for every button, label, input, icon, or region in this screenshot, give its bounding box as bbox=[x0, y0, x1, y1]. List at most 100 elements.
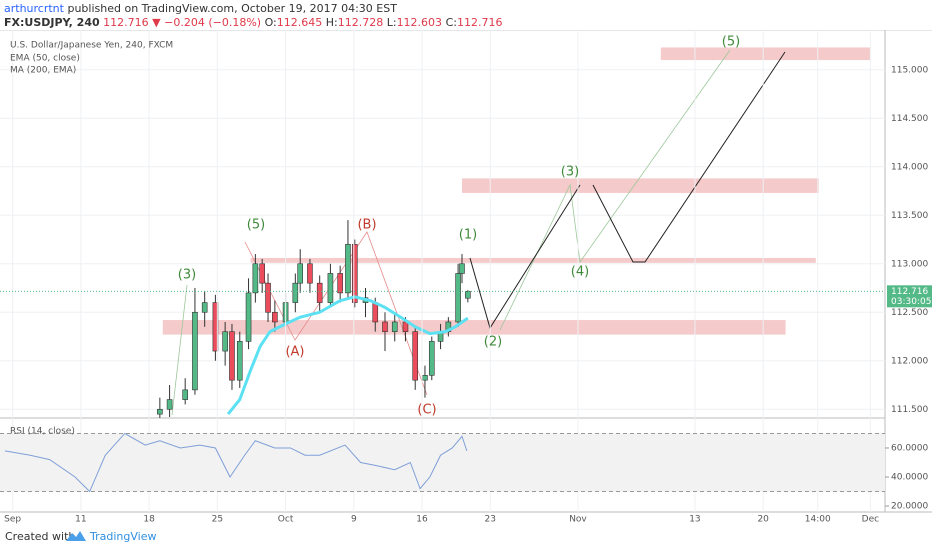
wave-label: (1) bbox=[459, 228, 477, 243]
y-tick-label: 112.500 bbox=[891, 308, 928, 318]
x-tick-label: 25 bbox=[212, 515, 223, 525]
ohlc: 112.645 bbox=[276, 16, 323, 29]
symbol: FX:USDJPY, 240 bbox=[4, 16, 100, 29]
candle-body bbox=[201, 302, 208, 313]
x-tick-label: 16 bbox=[416, 515, 428, 525]
y-tick-label: 112.000 bbox=[891, 356, 928, 366]
ohlc-label: H: bbox=[325, 16, 338, 29]
candle-body bbox=[192, 311, 198, 391]
header: arthurcrtnt published on TradingView.com… bbox=[4, 2, 502, 30]
candle-body bbox=[402, 321, 409, 332]
candle-body bbox=[252, 263, 259, 294]
candle-body bbox=[422, 375, 428, 381]
footer-text: Created with bbox=[5, 530, 75, 543]
candle-body bbox=[382, 321, 388, 332]
zone bbox=[461, 178, 819, 193]
y-tick-label: 114.000 bbox=[891, 162, 928, 172]
candle-body bbox=[412, 331, 419, 381]
y-tick-label: 115.000 bbox=[891, 65, 928, 75]
last-price-box bbox=[887, 285, 932, 308]
projection-arrow bbox=[469, 184, 581, 330]
x-tick-label: Oct bbox=[278, 515, 294, 525]
published: published on TradingView.com, October 19… bbox=[67, 2, 397, 15]
frame bbox=[0, 30, 932, 31]
zone bbox=[162, 320, 786, 335]
candle-body bbox=[307, 263, 313, 284]
candle-body bbox=[465, 291, 471, 299]
rsi-tick-label: 20.0000 bbox=[891, 502, 928, 512]
zone bbox=[660, 47, 871, 61]
countdown: 03:30:05 bbox=[891, 297, 931, 307]
y-tick-label: 113.000 bbox=[891, 259, 928, 269]
candle-body bbox=[428, 341, 435, 376]
wave-label: (2) bbox=[484, 335, 502, 350]
candle-body bbox=[245, 292, 252, 342]
wave-label: (C) bbox=[417, 403, 436, 418]
wave-label: (5) bbox=[247, 218, 265, 233]
rsi-tick-label: 60.0000 bbox=[891, 443, 928, 453]
wave-label: (3) bbox=[178, 268, 196, 283]
x-tick-label: 11 bbox=[75, 515, 86, 525]
price-pane bbox=[0, 47, 885, 418]
x-tick-label: 23 bbox=[485, 515, 496, 525]
candle-body bbox=[372, 302, 379, 323]
candle-body bbox=[212, 302, 219, 352]
candle-body bbox=[229, 331, 235, 381]
author: arthurcrtnt bbox=[4, 2, 64, 15]
footer-brand: TradingView bbox=[89, 530, 156, 543]
candle-body bbox=[236, 341, 243, 381]
candle-body bbox=[327, 273, 334, 303]
header-line: FX:USDJPY, 240 112.716 ▼ −0.204 (−0.18%)… bbox=[4, 16, 502, 30]
x-tick-label: 13 bbox=[689, 515, 700, 525]
x-tick-label: Nov bbox=[569, 515, 587, 525]
change: ▼ −0.204 (−0.18%) bbox=[152, 16, 262, 29]
wave-label: (3) bbox=[561, 165, 579, 180]
legend-entry: MA (200, EMA) bbox=[10, 66, 76, 76]
wave-label: (4) bbox=[571, 265, 589, 280]
legend-entry: EMA (50, close) bbox=[10, 54, 80, 64]
candle-body bbox=[259, 263, 265, 284]
last: 112.716 bbox=[103, 16, 149, 29]
rsi-tick-label: 40.0000 bbox=[891, 473, 928, 483]
projection-line bbox=[499, 49, 731, 331]
rsi-band bbox=[0, 433, 885, 492]
projection-arrow bbox=[592, 51, 786, 263]
candle-body bbox=[459, 263, 465, 274]
candle-body bbox=[455, 273, 461, 323]
ohlc-label: C: bbox=[445, 16, 457, 29]
wave-label: (B) bbox=[357, 218, 376, 233]
rsi-line bbox=[4, 432, 468, 493]
ohlc: 112.716 bbox=[456, 16, 503, 29]
candle-body bbox=[182, 389, 188, 400]
y-tick-label: 111.500 bbox=[891, 405, 928, 415]
candle-body bbox=[351, 244, 358, 303]
candle-body bbox=[272, 311, 278, 323]
candle-body bbox=[345, 244, 351, 294]
x-tick-label: 18 bbox=[143, 515, 155, 525]
wave-label: (A) bbox=[285, 345, 304, 360]
candle-body bbox=[316, 282, 323, 303]
y-tick-label: 114.500 bbox=[891, 114, 928, 124]
candle-body bbox=[337, 273, 343, 294]
wave-label: (5) bbox=[722, 35, 740, 50]
header-line: arthurcrtnt published on TradingView.com… bbox=[4, 2, 502, 16]
candle-body bbox=[297, 263, 303, 284]
last-price-label: 112.716 bbox=[891, 287, 928, 297]
candle-body bbox=[222, 331, 228, 352]
candle-body bbox=[292, 282, 299, 303]
wave-line bbox=[171, 284, 188, 416]
x-tick-label: Sep bbox=[4, 515, 21, 525]
x-tick-label: 20 bbox=[757, 515, 769, 525]
candle-body bbox=[265, 282, 271, 313]
candle-body bbox=[391, 321, 398, 332]
x-tick-label: Dec bbox=[862, 515, 879, 525]
indicator-line bbox=[226, 295, 469, 416]
candle-body bbox=[157, 408, 163, 415]
rsi-title: RSI (14, close) bbox=[10, 427, 75, 437]
ohlc-label: O: bbox=[264, 16, 277, 29]
footer-logo bbox=[66, 531, 86, 541]
x-tick-label: 9 bbox=[351, 515, 357, 525]
ohlc: 112.728 bbox=[337, 16, 384, 29]
